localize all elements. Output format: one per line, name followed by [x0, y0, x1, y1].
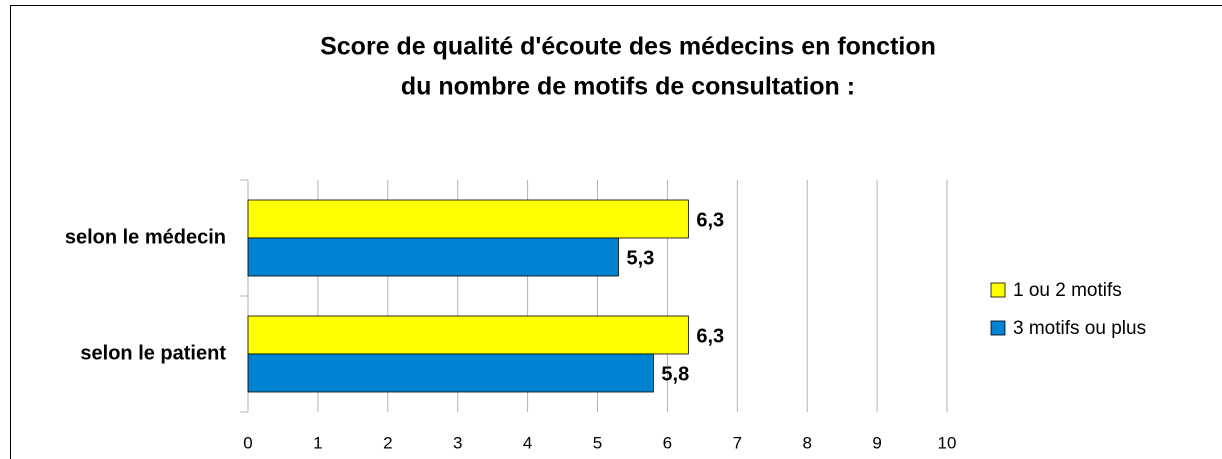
x-tick-label: 7	[733, 433, 742, 452]
bar	[247, 315, 689, 355]
x-tick-label: 10	[938, 433, 957, 452]
bar	[247, 353, 654, 393]
x-tick-label: 2	[383, 433, 392, 452]
chart-title: du nombre de motifs de consultation :	[401, 73, 855, 101]
x-tick-label: 9	[872, 433, 881, 452]
chart-title: Score de qualité d'écoute des médecins e…	[320, 33, 936, 61]
x-tick-label: 8	[802, 433, 811, 452]
y-tick-label: selon le patient	[80, 342, 226, 364]
x-tick-label: 6	[663, 433, 672, 452]
legend-label: 3 motifs ou plus	[1013, 318, 1146, 339]
legend-label: 1 ou 2 motifs	[1013, 280, 1122, 301]
bar	[247, 237, 619, 277]
value-label: 5,8	[661, 363, 689, 385]
x-tick-label: 5	[593, 433, 602, 452]
legend-swatch	[990, 282, 1006, 298]
y-tick-label: selon le médecin	[65, 226, 226, 248]
x-tick-label: 1	[313, 433, 322, 452]
value-label: 6,3	[696, 209, 724, 231]
value-label: 5,3	[626, 247, 654, 269]
x-tick-label: 3	[453, 433, 462, 452]
x-tick-label: 4	[523, 433, 532, 452]
legend-swatch	[990, 320, 1006, 336]
value-label: 6,3	[696, 325, 724, 347]
bar	[247, 199, 689, 239]
x-tick-label: 0	[243, 433, 252, 452]
